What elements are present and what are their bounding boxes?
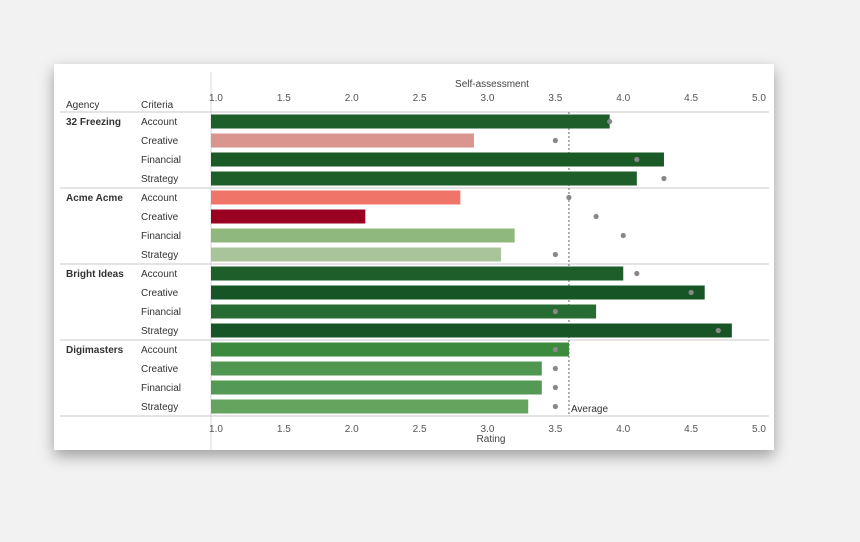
top-tick-label: 1.5 (277, 93, 291, 104)
rating-bar (211, 399, 529, 414)
self-assessment-dot (566, 194, 572, 201)
bottom-tick-label: 2.0 (345, 424, 359, 435)
top-tick-label: 2.5 (413, 93, 427, 104)
top-axis-title: Self-assessment (455, 79, 529, 90)
top-tick-label: 3.5 (548, 93, 562, 104)
top-tick-label: 4.0 (616, 93, 630, 104)
bottom-tick-label: 5.0 (752, 424, 766, 435)
bottom-tick-label: 2.5 (413, 424, 427, 435)
criteria-label: Strategy (141, 326, 178, 337)
self-assessment-dot (634, 156, 640, 163)
bottom-tick-label: 4.0 (616, 424, 630, 435)
x-axis-title: Rating (477, 434, 506, 445)
self-assessment-dot (688, 289, 694, 296)
bottom-tick-label: 1.5 (277, 424, 291, 435)
self-assessment-dots (552, 118, 721, 410)
agency-label: Acme Acme (66, 193, 123, 204)
bottom-tick-label: 4.5 (684, 424, 698, 435)
self-assessment-dot (552, 384, 558, 391)
self-assessment-dot (607, 118, 613, 125)
criteria-label: Strategy (141, 174, 178, 185)
rating-bar (211, 228, 515, 243)
criteria-label: Financial (141, 307, 181, 318)
rating-bar (211, 342, 569, 357)
row-labels: 32 Freezing Account Creative Financial Strat… (66, 117, 608, 415)
criteria-label: Creative (141, 364, 179, 375)
self-assessment-dot (620, 232, 626, 239)
rating-bar (211, 323, 732, 338)
criteria-label: Account (141, 269, 177, 280)
criteria-label: Strategy (141, 250, 178, 261)
criteria-label: Creative (141, 288, 179, 299)
rating-bar (211, 133, 474, 148)
criteria-label: Account (141, 345, 177, 356)
self-assessment-dot (593, 213, 599, 220)
self-assessment-dot (552, 251, 558, 258)
criteria-label: Strategy (141, 402, 178, 413)
rating-bar (211, 380, 542, 395)
self-assessment-dot (715, 327, 721, 334)
average-label: Average (571, 404, 609, 415)
agency-label: 32 Freezing (66, 117, 121, 128)
top-tick-label: 3.0 (481, 93, 495, 104)
top-tick-label: 4.5 (684, 93, 698, 104)
self-assessment-dot (552, 308, 558, 315)
self-assessment-dot (552, 346, 558, 353)
chart-card: Agency Criteria Self-assessment Rating 3… (54, 64, 774, 450)
top-tick-label: 5.0 (752, 93, 766, 104)
bottom-tick-label: 3.5 (548, 424, 562, 435)
criteria-label: Financial (141, 383, 181, 394)
rating-bar (211, 190, 461, 205)
criteria-column-header: Criteria (141, 100, 174, 111)
bars (211, 114, 732, 414)
bottom-tick-label: 3.0 (481, 424, 495, 435)
rating-bar (211, 361, 542, 376)
criteria-label: Financial (141, 231, 181, 242)
criteria-label: Account (141, 193, 177, 204)
self-assessment-dot (552, 137, 558, 144)
rating-bar (211, 266, 624, 281)
rating-bar (211, 209, 366, 224)
bottom-tick-label: 1.0 (209, 424, 223, 435)
rating-bar (211, 304, 597, 319)
criteria-label: Account (141, 117, 177, 128)
grid-lines (60, 72, 769, 450)
self-assessment-dot (552, 403, 558, 410)
rating-bar (211, 152, 664, 167)
agency-column-header: Agency (66, 100, 99, 111)
top-tick-label: 2.0 (345, 93, 359, 104)
rating-bar-chart: Agency Criteria Self-assessment Rating 3… (60, 72, 769, 450)
rating-bar (211, 171, 637, 186)
self-assessment-dot (634, 270, 640, 277)
criteria-label: Financial (141, 155, 181, 166)
axis-ticks: 1.0 1.0 1.5 1.5 2.0 2.0 2.5 2.5 3.0 3.0 3.5 3.5 4.0 4… (209, 93, 766, 435)
self-assessment-dot (552, 365, 558, 372)
agency-label: Digimasters (66, 345, 124, 356)
rating-bar (211, 114, 610, 129)
self-assessment-dot (661, 175, 667, 182)
top-tick-label: 1.0 (209, 93, 223, 104)
agency-label: Bright Ideas (66, 269, 124, 280)
criteria-label: Creative (141, 212, 179, 223)
rating-bar (211, 247, 502, 262)
rating-bar (211, 285, 705, 300)
criteria-label: Creative (141, 136, 179, 147)
